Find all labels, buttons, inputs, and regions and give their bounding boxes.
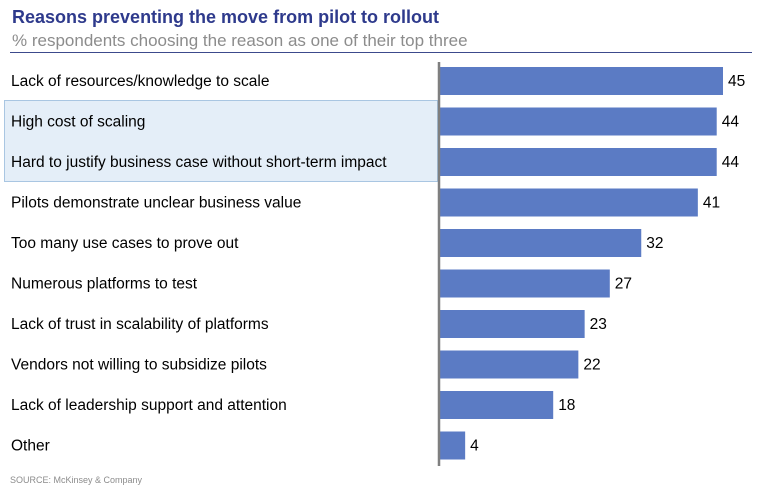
source-note: SOURCE: McKinsey & Company <box>10 475 143 485</box>
header-divider <box>10 52 752 53</box>
value-label: 32 <box>646 235 663 252</box>
value-label: 41 <box>703 195 720 212</box>
bar <box>440 310 585 338</box>
category-label: Lack of resources/knowledge to scale <box>11 73 269 90</box>
category-label: High cost of scaling <box>11 114 145 131</box>
bar <box>440 107 717 136</box>
category-label: Other <box>11 438 50 455</box>
value-label: 45 <box>728 73 745 90</box>
value-label: 23 <box>590 316 607 333</box>
category-labels: Lack of resources/knowledge to scale High… <box>11 73 387 455</box>
value-label: 44 <box>722 114 740 131</box>
chart-subtitle: % respondents choosing the reason as one… <box>12 31 468 50</box>
bar <box>440 188 698 217</box>
category-label: Pilots demonstrate unclear business valu… <box>11 195 301 212</box>
category-label: Lack of leadership support and attention <box>11 397 287 414</box>
bar <box>440 229 642 257</box>
category-label: Lack of trust in scalability of platform… <box>11 316 269 333</box>
value-label: 4 <box>470 438 479 455</box>
bar <box>440 391 554 419</box>
bar <box>440 350 579 379</box>
value-label: 18 <box>558 397 575 414</box>
category-label: Hard to justify business case without sh… <box>11 154 387 171</box>
category-label: Numerous platforms to test <box>11 276 198 293</box>
chart-title: Reasons preventing the move from pilot t… <box>12 7 440 27</box>
value-label: 27 <box>615 276 632 293</box>
value-labels: 45 44 44 41 32 27 23 22 18 4 <box>470 73 745 455</box>
bar <box>440 148 717 176</box>
bar <box>440 67 723 95</box>
category-label: Too many use cases to prove out <box>11 235 239 252</box>
bar <box>440 431 466 460</box>
bar <box>440 269 610 298</box>
highlight-box <box>4 100 438 182</box>
bars <box>440 67 723 460</box>
category-label: Vendors not willing to subsidize pilots <box>11 357 267 374</box>
value-label: 22 <box>583 357 600 374</box>
value-label: 44 <box>722 154 740 171</box>
